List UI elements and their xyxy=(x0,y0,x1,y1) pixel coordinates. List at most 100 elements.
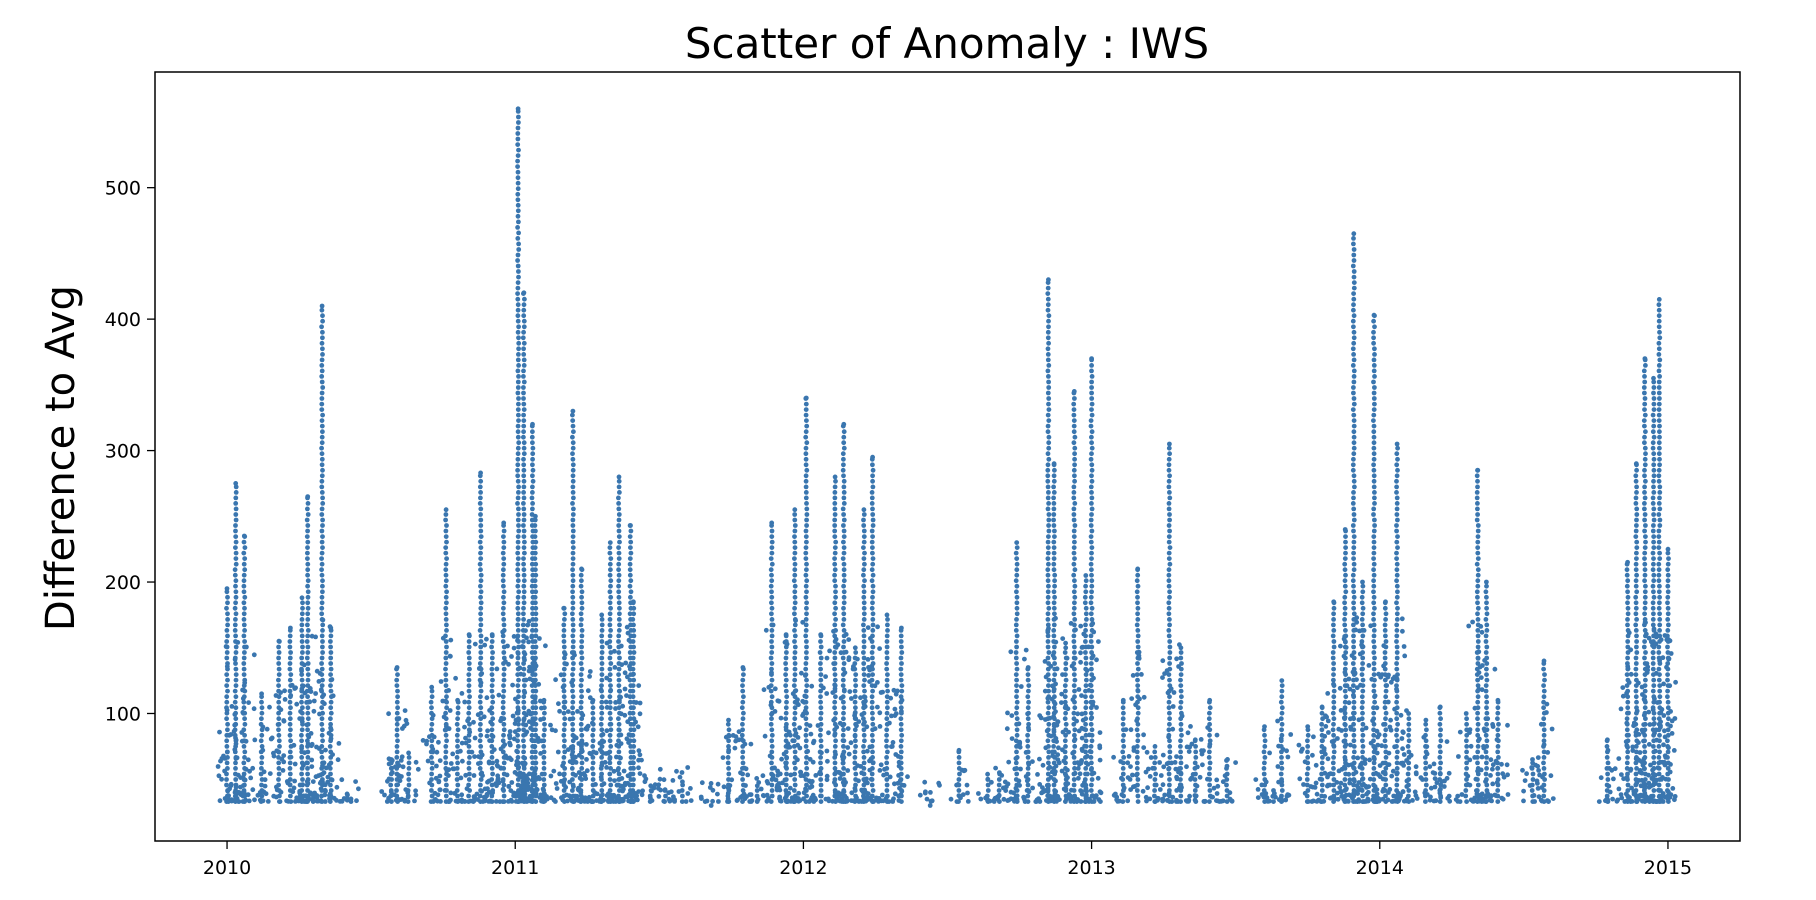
data-point xyxy=(1279,760,1284,766)
data-point xyxy=(451,766,457,772)
data-point xyxy=(803,622,809,628)
data-point xyxy=(233,556,239,561)
data-point xyxy=(803,478,809,484)
data-point xyxy=(726,717,731,723)
data-point xyxy=(288,672,294,677)
data-point xyxy=(1111,792,1117,798)
data-point xyxy=(529,561,535,567)
data-point xyxy=(1089,445,1095,451)
data-point xyxy=(443,605,449,611)
data-point xyxy=(443,650,449,655)
data-point xyxy=(232,567,238,573)
data-point xyxy=(1045,346,1051,352)
data-point xyxy=(478,744,484,749)
data-point xyxy=(319,423,325,429)
data-point xyxy=(294,701,300,707)
data-point xyxy=(898,655,904,661)
data-point xyxy=(521,357,527,363)
data-point xyxy=(394,755,400,760)
data-point xyxy=(233,784,239,790)
data-point xyxy=(1012,766,1018,772)
data-point xyxy=(1323,724,1329,729)
data-point xyxy=(840,655,846,661)
data-point xyxy=(233,517,239,523)
data-point xyxy=(570,710,576,716)
data-point xyxy=(516,363,521,368)
data-point xyxy=(745,772,751,778)
data-point xyxy=(394,744,400,749)
data-point xyxy=(1288,732,1294,737)
data-point xyxy=(484,791,490,797)
data-point xyxy=(1135,600,1140,606)
data-point xyxy=(455,727,461,733)
data-point xyxy=(263,791,269,797)
data-point xyxy=(319,374,325,379)
data-point xyxy=(521,699,527,705)
data-point xyxy=(320,523,325,528)
data-point xyxy=(607,589,613,595)
data-point xyxy=(406,777,412,782)
data-point xyxy=(521,744,527,749)
data-point xyxy=(319,506,325,512)
data-point xyxy=(621,798,626,803)
data-point xyxy=(623,660,629,666)
data-point xyxy=(826,730,831,736)
data-point xyxy=(478,495,483,501)
data-point xyxy=(1089,655,1095,661)
data-point xyxy=(315,798,321,804)
data-point xyxy=(769,550,775,556)
data-point xyxy=(804,517,809,523)
data-point xyxy=(530,589,535,595)
data-point xyxy=(521,727,526,733)
data-point xyxy=(1014,677,1019,683)
data-point xyxy=(1051,539,1057,545)
data-point xyxy=(1178,645,1184,651)
data-point xyxy=(1088,517,1094,523)
data-point xyxy=(269,735,275,741)
data-point xyxy=(870,594,875,600)
data-point xyxy=(1073,627,1078,633)
data-point xyxy=(616,484,622,490)
data-point xyxy=(521,512,527,517)
data-point xyxy=(1119,775,1124,781)
data-point xyxy=(1135,793,1141,799)
data-point xyxy=(1052,572,1058,578)
data-point xyxy=(841,539,846,545)
data-point xyxy=(1044,783,1050,788)
data-point xyxy=(533,721,539,727)
data-point xyxy=(1071,771,1077,777)
data-point xyxy=(299,771,304,777)
data-point xyxy=(868,776,874,782)
data-point xyxy=(843,780,848,785)
data-point xyxy=(818,666,823,672)
data-point xyxy=(515,368,521,374)
data-point xyxy=(781,751,787,757)
data-point xyxy=(627,663,632,669)
data-point xyxy=(1084,792,1089,798)
data-point xyxy=(572,793,578,799)
data-point xyxy=(769,727,775,733)
data-point xyxy=(1014,771,1020,777)
data-point xyxy=(1207,710,1212,716)
data-point xyxy=(1014,556,1020,561)
data-point xyxy=(803,429,809,435)
data-point xyxy=(1045,545,1051,550)
data-point xyxy=(1178,721,1184,727)
data-point xyxy=(523,797,529,803)
data-point xyxy=(1134,622,1140,628)
data-point xyxy=(1013,672,1019,677)
data-point xyxy=(869,528,875,534)
data-point xyxy=(498,718,503,724)
data-point xyxy=(832,672,838,677)
data-point xyxy=(768,556,774,561)
data-point xyxy=(321,760,327,766)
data-point xyxy=(1051,462,1057,468)
data-point xyxy=(1134,578,1140,584)
data-point xyxy=(247,768,253,774)
data-point xyxy=(319,451,325,457)
data-point xyxy=(521,462,527,468)
data-point xyxy=(608,583,613,589)
data-point xyxy=(530,429,535,435)
data-point xyxy=(862,677,867,683)
data-point xyxy=(478,617,484,622)
